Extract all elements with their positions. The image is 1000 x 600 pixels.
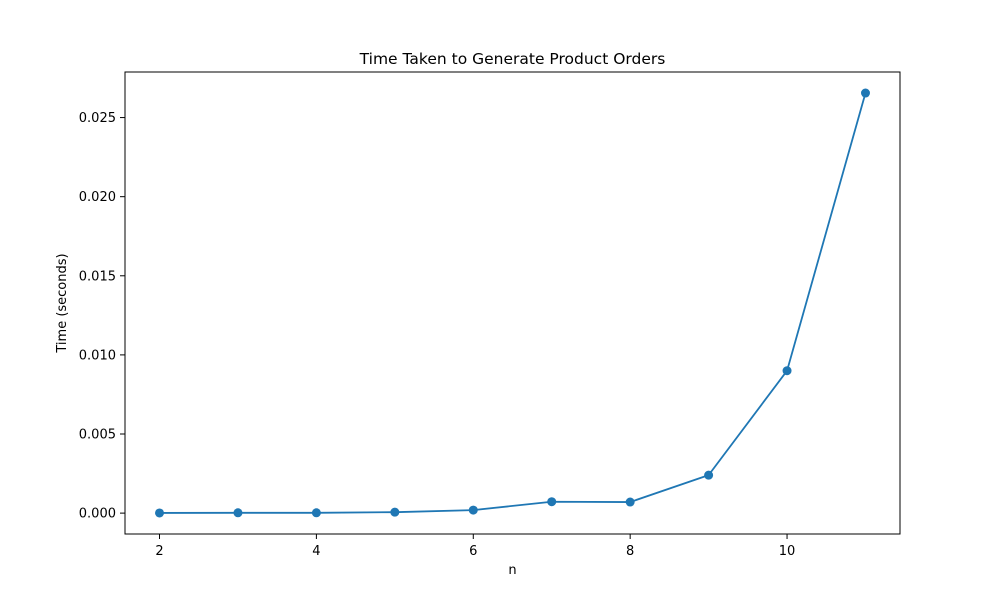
x-axis-label: n [508, 563, 516, 578]
series-layer [155, 88, 870, 518]
data-point [625, 497, 635, 507]
x-tick-label: 2 [155, 544, 163, 559]
plot-frame [124, 71, 901, 535]
x-tick-label: 4 [312, 544, 320, 559]
data-point [547, 497, 557, 507]
data-point [782, 366, 792, 376]
data-point [233, 508, 243, 518]
series-line [159, 92, 867, 514]
data-point [704, 470, 714, 480]
x-tick-label: 8 [626, 544, 634, 559]
data-point [311, 508, 321, 518]
data-point [468, 505, 478, 515]
data-point [390, 507, 400, 517]
chart-title: Time Taken to Generate Product Orders [359, 50, 666, 68]
y-tick-label: 0.005 [79, 428, 116, 443]
y-axis-label: Time (seconds) [55, 253, 70, 353]
x-tick-label: 10 [779, 544, 796, 559]
y-tick-label: 0.010 [79, 348, 116, 363]
x-tick-label: 6 [469, 544, 477, 559]
plot-area [124, 71, 901, 535]
y-tick-label: 0.025 [79, 111, 116, 126]
y-tick-label: 0.000 [79, 507, 116, 522]
y-tick-label: 0.020 [79, 190, 116, 205]
data-point [155, 508, 165, 518]
y-tick-label: 0.015 [79, 269, 116, 284]
y-axis: 0.000 0.005 0.010 0.015 0.020 0.025 [79, 111, 125, 522]
x-axis: 2 4 6 8 10 [155, 534, 795, 559]
data-point [860, 88, 870, 98]
